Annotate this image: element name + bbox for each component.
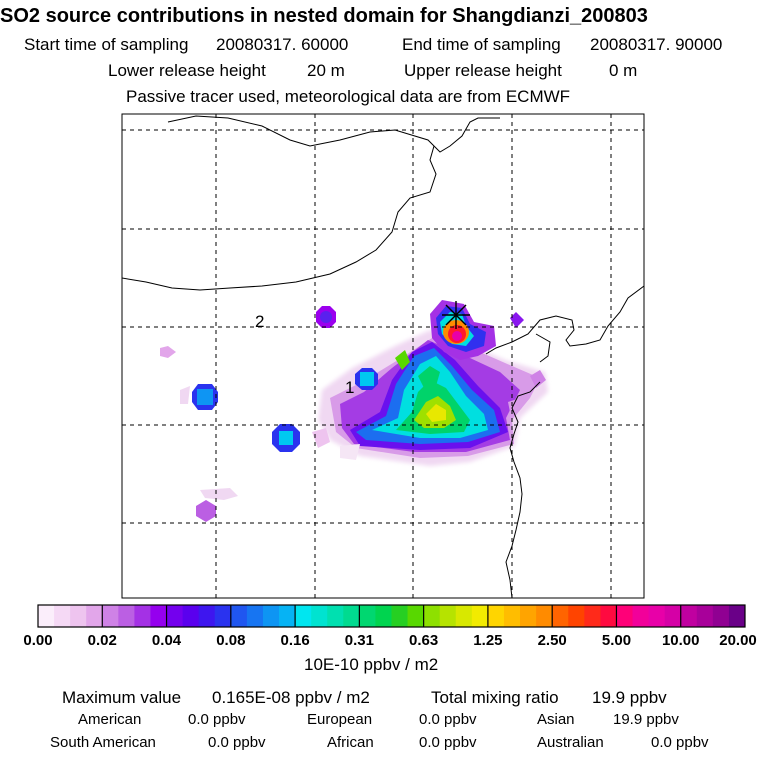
colorbar-swatch	[230, 605, 248, 627]
max-value-label: Maximum value	[62, 688, 182, 707]
colorbar-swatch	[38, 605, 55, 627]
colorbar-swatch	[262, 605, 280, 627]
max-value: 0.165E-08 ppbv / m2	[212, 688, 370, 707]
colorbar-swatch	[214, 605, 232, 627]
colorbar-swatch	[439, 605, 457, 627]
colorbar-swatch	[246, 605, 264, 627]
colorbar-swatch	[407, 605, 425, 627]
colorbar-tick-label: 0.00	[23, 632, 53, 649]
colorbar-swatch	[712, 605, 730, 627]
colorbar-swatch	[343, 605, 360, 627]
colorbar-swatch	[86, 605, 103, 627]
colorbar-swatch	[134, 605, 151, 627]
colorbar-swatch	[584, 605, 601, 627]
colorbar-swatch	[295, 605, 312, 627]
colorbar-swatch	[54, 605, 71, 627]
figure-title: SO2 source contributions in nested domai…	[0, 5, 648, 27]
colorbar-swatch	[182, 605, 200, 627]
colorbar-unit: 10E-10 ppbv / m2	[304, 655, 439, 674]
colorbar-swatch	[198, 605, 216, 627]
region-marker-2: 2	[255, 312, 264, 331]
colorbar-swatch	[520, 605, 537, 627]
colorbar-swatch	[118, 605, 135, 627]
asterisk-star-icon	[442, 301, 470, 329]
colorbar-swatch	[166, 605, 184, 627]
start-time-label: Start time of sampling	[24, 35, 189, 54]
upper-height-label: Upper release height	[404, 61, 562, 80]
colorbar-swatch	[616, 605, 634, 627]
colorbar-swatch	[600, 605, 617, 627]
colorbar-swatch	[536, 605, 553, 627]
end-time-label: End time of sampling	[402, 35, 561, 54]
colorbar-swatch	[664, 605, 682, 627]
total-mixing-value: 19.9 ppbv	[592, 688, 667, 707]
coastlines-borders	[122, 115, 644, 598]
colorbar-tick-label: 0.02	[87, 632, 117, 649]
region-australian-value: 0.0 ppbv	[651, 734, 709, 751]
end-time-value: 20080317. 90000	[590, 35, 723, 54]
colorbar-swatch	[503, 605, 521, 627]
concentration-plume	[160, 300, 548, 522]
colorbar-tick-label: 10.00	[661, 632, 700, 649]
colorbar-swatch	[680, 605, 698, 627]
map-plot-area: 2 1	[122, 114, 644, 598]
colorbar-swatch	[102, 605, 119, 627]
colorbar-tick-label: 0.31	[344, 632, 374, 649]
map-frame	[121, 113, 645, 599]
colorbar	[38, 605, 746, 627]
region-african-value: 0.0 ppbv	[419, 734, 477, 751]
colorbar-swatch	[632, 605, 650, 627]
region-european-value: 0.0 ppbv	[419, 711, 477, 728]
colorbar-tick-label: 0.08	[216, 632, 246, 649]
colorbar-tick-label: 5.00	[601, 632, 632, 649]
region-south-american-value: 0.0 ppbv	[208, 734, 266, 751]
region-south-american-label: South American	[50, 734, 156, 751]
colorbar-tick-label: 20.00	[719, 632, 757, 649]
tracer-note: Passive tracer used, meteorological data…	[126, 87, 571, 106]
map-gridlines	[122, 114, 644, 598]
colorbar-tick-label: 0.04	[151, 632, 182, 649]
colorbar-swatch	[391, 605, 409, 627]
colorbar-swatch	[359, 605, 376, 627]
colorbar-tick-label: 0.63	[409, 632, 439, 649]
upper-height-value: 0 m	[609, 61, 638, 80]
lower-height-value: 20 m	[307, 61, 345, 80]
lower-height-label: Lower release height	[108, 61, 266, 80]
region-asian-value: 19.9 ppbv	[613, 711, 679, 728]
region-marker-1: 1	[345, 378, 354, 397]
colorbar-swatch	[696, 605, 714, 627]
colorbar-swatch	[552, 605, 569, 627]
colorbar-tick-label: 0.16	[280, 632, 310, 649]
colorbar-swatch	[728, 605, 746, 627]
colorbar-swatch	[311, 605, 328, 627]
colorbar-swatch	[648, 605, 666, 627]
colorbar-tick-label: 2.50	[537, 632, 567, 649]
colorbar-swatch	[279, 605, 296, 627]
colorbar-tick-label: 1.25	[473, 632, 503, 649]
region-australian-label: Australian	[537, 734, 604, 751]
colorbar-swatch	[375, 605, 392, 627]
colorbar-swatch	[455, 605, 473, 627]
total-mixing-label: Total mixing ratio	[431, 688, 559, 707]
colorbar-swatch	[471, 605, 489, 627]
region-american-label: American	[78, 711, 142, 728]
region-american-value: 0.0 ppbv	[188, 711, 246, 728]
colorbar-swatch	[487, 605, 505, 627]
region-european-label: European	[307, 711, 373, 728]
region-asian-label: Asian	[537, 711, 575, 728]
colorbar-swatch	[327, 605, 344, 627]
colorbar-swatch	[423, 605, 441, 627]
start-time-value: 20080317. 60000	[216, 35, 349, 54]
colorbar-ticks	[101, 605, 682, 627]
colorbar-swatch	[70, 605, 87, 627]
colorbar-swatch	[568, 605, 585, 627]
colorbar-swatch	[150, 605, 168, 627]
region-african-label: African	[327, 734, 374, 751]
colorbar-frame	[37, 604, 746, 628]
